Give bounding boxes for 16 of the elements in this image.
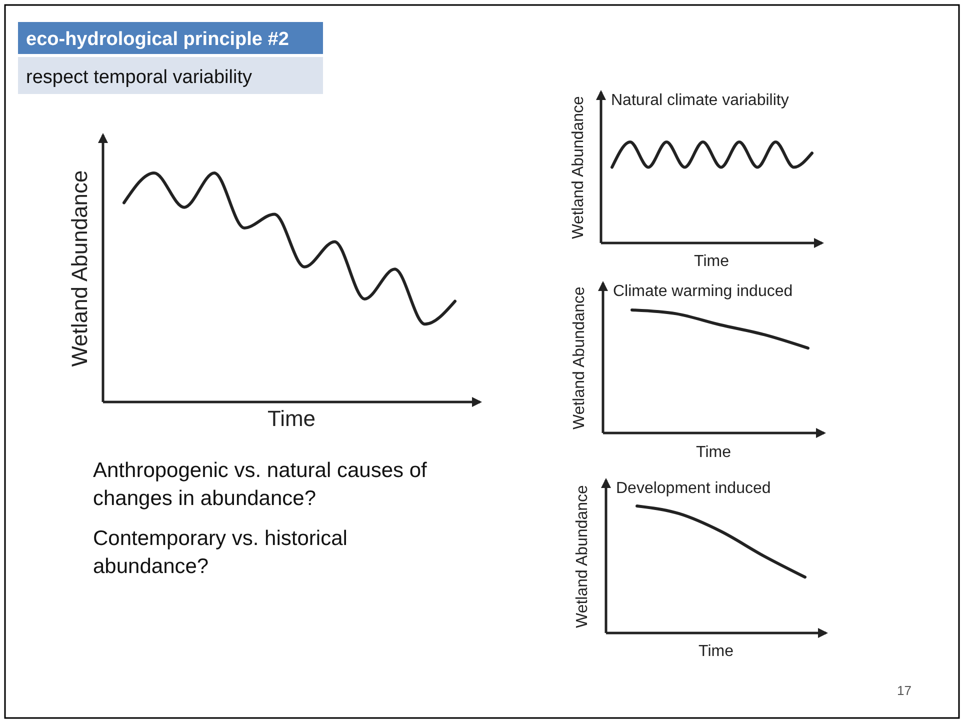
chart-title: Development induced bbox=[616, 480, 771, 497]
y-axis-title: Wetland Abundance bbox=[570, 96, 587, 239]
chart-title: Natural climate variability bbox=[611, 92, 789, 109]
x-axis-title: Time bbox=[698, 643, 734, 660]
x-axis-title: Time bbox=[696, 444, 732, 461]
text: Anthropogenic vs. natural causes of changes in abundance? bbox=[93, 459, 428, 510]
text: 17 bbox=[897, 683, 912, 698]
text: Contemporary vs. historical abundance? bbox=[93, 527, 348, 578]
x-axis-title: Time bbox=[267, 406, 316, 431]
y-axis-title: Wetland Abundance bbox=[571, 286, 588, 430]
y-axis-title: Wetland Abundance bbox=[574, 484, 591, 628]
x-axis-title: Time bbox=[694, 253, 730, 270]
text: eco-hydrological principle #2 bbox=[26, 29, 289, 50]
chart-title: Climate warming induced bbox=[613, 283, 793, 300]
text: respect temporal variability bbox=[26, 67, 252, 88]
y-axis-title: Wetland Abundance bbox=[67, 170, 92, 367]
